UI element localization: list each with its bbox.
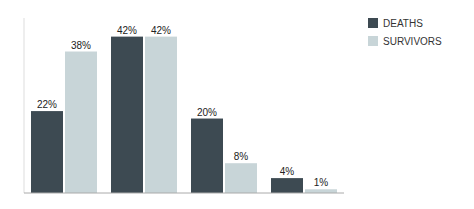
data-label: 22%	[37, 99, 57, 110]
data-labels: 22% 42% 20% 4% 38% 42% 8% 1%	[37, 25, 328, 189]
data-label: 8%	[234, 151, 249, 162]
bar	[271, 178, 303, 193]
baseline	[24, 193, 344, 194]
legend-swatch	[368, 18, 378, 28]
data-label: 20%	[197, 107, 217, 118]
bar	[145, 37, 177, 193]
y-axis-line	[24, 18, 25, 193]
bar	[191, 119, 223, 193]
data-label: 1%	[314, 177, 329, 188]
legend-swatch	[368, 36, 378, 46]
data-label: 38%	[71, 40, 91, 51]
legend-label: SURVIVORS	[383, 36, 442, 47]
chart-svg: 22% 42% 20% 4% 38% 42% 8% 1% DEATHS SURVIVORS	[0, 0, 474, 209]
data-label: 42%	[151, 25, 171, 36]
bar	[225, 163, 257, 193]
legend: DEATHS SURVIVORS	[368, 18, 442, 47]
bar	[31, 111, 63, 193]
bar	[111, 37, 143, 193]
data-label: 4%	[280, 166, 295, 177]
legend-label: DEATHS	[383, 18, 423, 29]
bar	[65, 52, 97, 193]
bar	[305, 189, 337, 193]
data-label: 42%	[117, 25, 137, 36]
bars	[31, 37, 337, 193]
chart-container: 22% 42% 20% 4% 38% 42% 8% 1% DEATHS SURVIVORS	[0, 0, 474, 209]
